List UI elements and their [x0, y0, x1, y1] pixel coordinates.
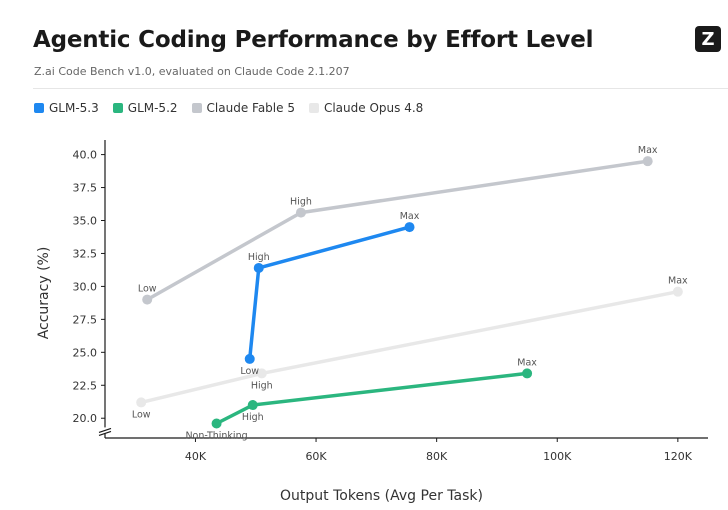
legend-swatch: [191, 103, 202, 113]
legend-label: Claude Opus 4.8: [323, 101, 424, 115]
point-label-claude-fable-5: High: [290, 197, 312, 208]
data-point-glm-5-3: [244, 353, 255, 364]
data-point-claude-fable-5: [142, 294, 153, 305]
y-tick-label: 27.5: [73, 313, 98, 326]
legend-swatch: [308, 103, 319, 113]
y-tick-label: 25.0: [73, 346, 98, 359]
y-tick-label: 22.5: [73, 379, 98, 392]
legend: GLM-5.3 GLM-5.2 Claude Fable 5 Claude Opus …: [34, 101, 423, 115]
point-label-glm-5-2: High: [242, 412, 264, 423]
y-tick-label: 30.0: [73, 280, 98, 293]
y-tick-label: 40.0: [73, 149, 98, 162]
data-point-glm-5-2: [522, 368, 533, 379]
series-line-glm-5-3: [247, 225, 412, 361]
x-axis-label: Output Tokens (Avg Per Task): [280, 488, 483, 504]
point-label-glm-5-2: Non-Thinking: [185, 431, 247, 442]
point-label-claude-fable-5: Max: [638, 145, 658, 156]
point-label-claude-fable-5: Low: [138, 284, 157, 295]
y-tick-label: 35.0: [73, 215, 98, 228]
chart-subtitle: Z.ai Code Bench v1.0, evaluated on Claud…: [34, 65, 350, 78]
legend-label: GLM-5.2: [127, 101, 178, 115]
point-label-claude-opus-4-8: Low: [132, 409, 151, 420]
point-label-claude-opus-4-8: Max: [668, 276, 688, 287]
legend-item-claude-fable-5: Claude Fable 5: [191, 101, 295, 115]
legend-swatch: [112, 103, 123, 113]
point-label-glm-5-3: Low: [240, 366, 259, 377]
point-label-glm-5-2: Max: [517, 357, 537, 368]
axis-break-mark: [98, 427, 112, 433]
data-point-glm-5-2: [247, 400, 258, 411]
legend-item-claude-opus-4-8: Claude Opus 4.8: [308, 101, 424, 115]
legend-swatch: [34, 103, 44, 113]
zai-logo: Z: [695, 26, 721, 52]
point-label-glm-5-3: Max: [400, 211, 420, 222]
x-tick-label: 80K: [426, 450, 448, 463]
y-axis-label: Accuracy (%): [36, 247, 52, 340]
data-point-claude-fable-5: [642, 156, 653, 167]
y-tick-label: 20.0: [73, 412, 98, 425]
data-point-claude-opus-4-8: [136, 397, 147, 408]
point-label-glm-5-3: High: [248, 252, 270, 263]
legend-label: GLM-5.3: [49, 101, 99, 115]
legend-item-glm-5-3: GLM-5.3: [34, 101, 99, 115]
y-tick-label: 32.5: [73, 247, 98, 260]
data-point-claude-fable-5: [295, 207, 306, 218]
chart-title: Agentic Coding Performance by Effort Lev…: [33, 27, 594, 53]
data-point-claude-opus-4-8: [672, 286, 683, 297]
x-tick-label: 60K: [305, 450, 327, 463]
point-label-claude-opus-4-8: High: [251, 380, 273, 391]
legend-item-glm-5-2: GLM-5.2: [112, 101, 178, 115]
data-point-claude-opus-4-8: [256, 368, 267, 379]
data-point-glm-5-3: [404, 222, 415, 233]
y-tick-label: 37.5: [73, 182, 98, 195]
x-tick-label: 100K: [543, 450, 572, 463]
axis-break-mark: [98, 430, 112, 436]
legend-label: Claude Fable 5: [206, 101, 295, 115]
data-point-glm-5-3: [253, 262, 264, 273]
x-tick-label: 40K: [185, 450, 207, 463]
data-point-glm-5-2: [211, 418, 222, 429]
x-tick-label: 120K: [664, 450, 693, 463]
header-divider: [33, 88, 728, 89]
